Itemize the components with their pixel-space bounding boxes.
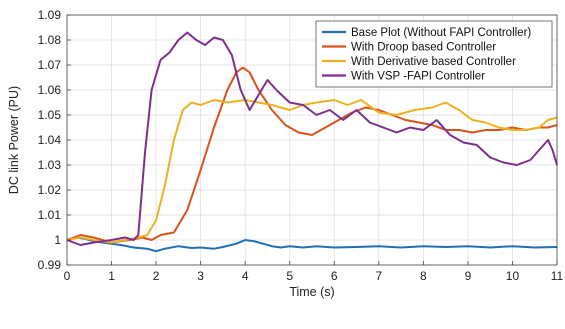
- x-tick-label: 2: [153, 269, 160, 283]
- legend: Base Plot (Without FAPI Controller) With …: [315, 20, 553, 88]
- x-tick-label: 6: [331, 269, 338, 283]
- x-axis-title: Time (s): [289, 285, 334, 299]
- y-tick-label: 1.02: [38, 183, 62, 197]
- y-tick-label: 1.08: [38, 33, 62, 47]
- y-tick-label: 1.05: [38, 108, 62, 122]
- x-tick-label: 9: [465, 269, 472, 283]
- series-line-1: [66, 236, 558, 253]
- x-tick-label: 11: [551, 269, 564, 283]
- series-line-4: [66, 31, 558, 246]
- x-tick-label: 8: [420, 269, 427, 283]
- x-tick-label: 4: [242, 269, 249, 283]
- series-line-2: [66, 66, 558, 244]
- y-axis-title: DC link Power (PU): [7, 86, 21, 194]
- x-axis-ticks: 0 1 2 3 4 5 6 7 8 9 10 11: [64, 261, 564, 283]
- x-tick-label: 0: [64, 269, 71, 283]
- y-tick-label: 1.06: [38, 83, 62, 97]
- y-tick-label: 1.04: [38, 133, 62, 147]
- x-tick-label: 3: [197, 269, 204, 283]
- y-tick-label: 1: [54, 233, 61, 247]
- x-tick-label: 10: [506, 269, 520, 283]
- legend-label: With Droop based Controller: [351, 42, 496, 54]
- x-tick-label: 5: [286, 269, 293, 283]
- y-axis-ticks: 0.99 1 1.01 1.02 1.03 1.04 1.05 1.06 1.07 1.08 1.0…: [38, 8, 71, 272]
- x-tick-label: 7: [375, 269, 382, 283]
- y-tick-label: 1.07: [38, 58, 62, 72]
- legend-label: Base Plot (Without FAPI Controller): [351, 27, 531, 39]
- y-tick-label: 1.01: [38, 208, 62, 222]
- legend-label: With Derivative based Controller: [351, 56, 516, 68]
- series-line-3: [66, 99, 558, 244]
- legend-box: [315, 20, 553, 88]
- y-tick-label: 1.09: [38, 8, 62, 22]
- x-tick-label: 1: [108, 269, 115, 283]
- y-tick-label: 1.03: [38, 158, 62, 172]
- y-tick-label: 0.99: [38, 258, 62, 272]
- legend-label: With VSP -FAPI Controller: [351, 71, 485, 83]
- series-layer: [66, 31, 558, 253]
